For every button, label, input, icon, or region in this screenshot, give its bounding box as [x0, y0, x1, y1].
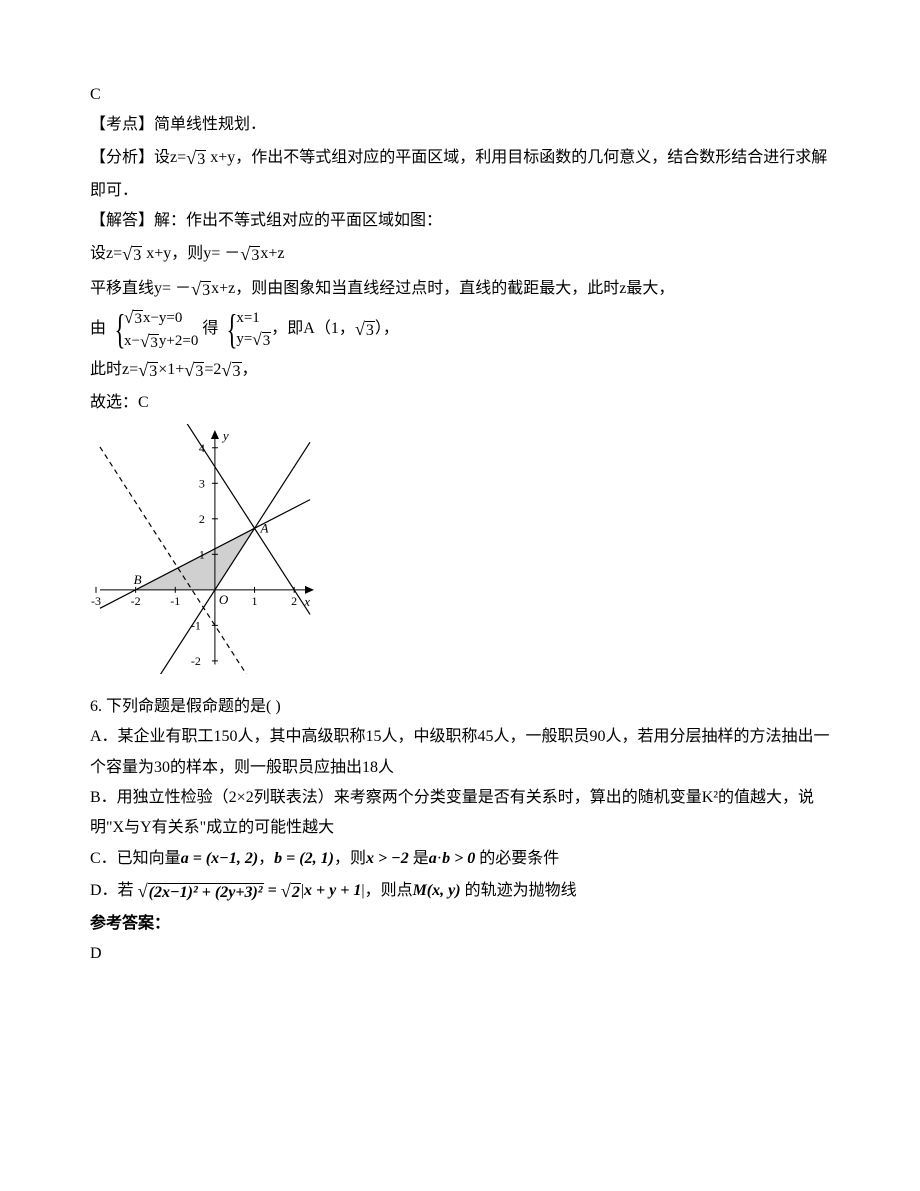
- optd-then: ，则点: [365, 882, 413, 899]
- system-mid: 得: [202, 320, 218, 337]
- q5-system-line: 由 { √3x−y=0 x−√3y+2=0 得 { x=1 y=√3 ，即A（1…: [90, 306, 830, 353]
- point-m: M(x, y): [413, 882, 461, 899]
- svg-text:x: x: [303, 594, 310, 609]
- sqrt-icon: √3: [191, 272, 211, 307]
- sqrt-icon: √3: [221, 353, 241, 388]
- q5-then-line: 此时z=√3×1+√3=2√3，: [90, 353, 830, 388]
- sqrt-icon: √3: [240, 237, 260, 272]
- solve-label: 【解答】: [90, 212, 154, 229]
- vector-b: b: [274, 850, 282, 867]
- svg-text:y: y: [221, 428, 229, 443]
- svg-text:1: 1: [252, 594, 258, 608]
- solve-l1-text: 解：作出不等式组对应的平面区域如图：: [154, 212, 442, 229]
- optc-cond: x > −2: [366, 850, 409, 867]
- svg-text:-1: -1: [170, 594, 180, 608]
- system-tail-a: ，即A（1，: [271, 320, 355, 337]
- then-eq: =2: [204, 361, 221, 378]
- system-pre: 由: [90, 320, 106, 337]
- svg-text:A: A: [260, 521, 269, 536]
- dot-a: a: [429, 850, 437, 867]
- sqrt-icon: √3: [122, 237, 142, 272]
- then-mid: ×1+: [158, 361, 184, 378]
- solve-l2-tail: x+z: [260, 245, 284, 262]
- analysis-label: 【分析】: [90, 149, 154, 166]
- analysis-expr-tail: x+y: [206, 149, 235, 166]
- svg-text:O: O: [219, 592, 229, 607]
- q5-solve-l1: 【解答】解：作出不等式组对应的平面区域如图：: [90, 206, 830, 236]
- q6-opt-c: C．已知向量a = (x−1, 2)，b = (2, 1)，则x > −2 是a…: [90, 844, 830, 874]
- svg-text:-3: -3: [91, 594, 101, 608]
- optd-abs: x + y + 1: [304, 882, 361, 899]
- svg-text:-2: -2: [191, 654, 201, 668]
- solve-l2-pre: 设z=: [90, 245, 122, 262]
- vector-a: a: [181, 850, 189, 867]
- optc-comma1: ，: [258, 850, 274, 867]
- q5-analysis: 【分析】设z=√3 x+y，作出不等式组对应的平面区域，利用目标函数的几何意义，…: [90, 141, 830, 206]
- solve-l2-mid: x+y，则y= －: [142, 245, 240, 262]
- q5-solve-l3: 平移直线y= －√3x+z，则由图象知当直线经过点时，直线的截距最大，此时z最大…: [90, 272, 830, 307]
- sqrt-icon: √3: [355, 312, 375, 347]
- sqrt-icon: √2: [281, 874, 301, 909]
- svg-text:B: B: [134, 572, 142, 587]
- q5-topic: 【考点】简单线性规划．: [90, 110, 830, 140]
- optc-is: 是: [409, 850, 429, 867]
- system-tail-b: ），: [375, 320, 399, 337]
- optc-then: ，则: [334, 850, 366, 867]
- q6-answer-line: D: [90, 939, 830, 969]
- q6-opt-a: A．某企业有职工150人，其中高级职称15人，中级职称45人，一般职员90人，若…: [90, 722, 830, 783]
- q6-opt-b: B．用独立性检验（2×2列联表法）来考察两个分类变量是否有关系时，算出的随机变量…: [90, 783, 830, 844]
- sqrt-icon: √3: [186, 141, 206, 176]
- topic-text: 简单线性规划．: [154, 116, 266, 133]
- brace-left-icon: { x=1 y=√3: [222, 308, 271, 352]
- solve-l3-pre: 平移直线y= －: [90, 280, 191, 297]
- analysis-prefix: 设z=: [154, 149, 186, 166]
- feasible-region-graph: -3-2-112-1-21234ABOxy: [90, 424, 830, 685]
- svg-text:2: 2: [199, 512, 205, 526]
- optc-pre: C．已知向量: [90, 850, 181, 867]
- svg-text:-2: -2: [131, 594, 141, 608]
- optc-eq-a: = (x−1, 2): [189, 850, 258, 867]
- svg-text:2: 2: [291, 594, 297, 608]
- sqrt-icon: √3: [138, 353, 158, 388]
- then-pre: 此时z=: [90, 361, 138, 378]
- sqrt-icon: √(2x−1)² + (2y+3)²: [138, 874, 264, 909]
- optd-eq: =: [264, 882, 281, 899]
- q5-choose: 故选：C: [90, 388, 830, 418]
- dot-tail: > 0: [450, 850, 475, 867]
- then-comma: ，: [242, 361, 258, 378]
- q6-opt-d: D．若 √(2x−1)² + (2y+3)² = √2|x + y + 1|，则…: [90, 874, 830, 909]
- q5-solve-l2: 设z=√3 x+y，则y= －√3x+z: [90, 237, 830, 272]
- optd-pre: D．若: [90, 882, 138, 899]
- sqrt-icon: √3: [184, 353, 204, 388]
- q6-stem: 6. 下列命题是假命题的是( ): [90, 692, 830, 722]
- q5-answer-line: C: [90, 80, 830, 110]
- answer-heading: 参考答案：: [90, 909, 830, 939]
- brace-left-icon: { √3x−y=0 x−√3y+2=0: [110, 306, 198, 353]
- optd-tail: 的轨迹为抛物线: [461, 882, 577, 899]
- topic-label: 【考点】: [90, 116, 154, 133]
- dot-b: b: [442, 850, 450, 867]
- optc-suffix: 的必要条件: [475, 850, 559, 867]
- solve-l3-tail: x+z，则由图象知当直线经过点时，直线的截距最大，此时z最大，: [211, 280, 674, 297]
- svg-text:3: 3: [199, 477, 205, 491]
- optc-eq-b: = (2, 1): [282, 850, 334, 867]
